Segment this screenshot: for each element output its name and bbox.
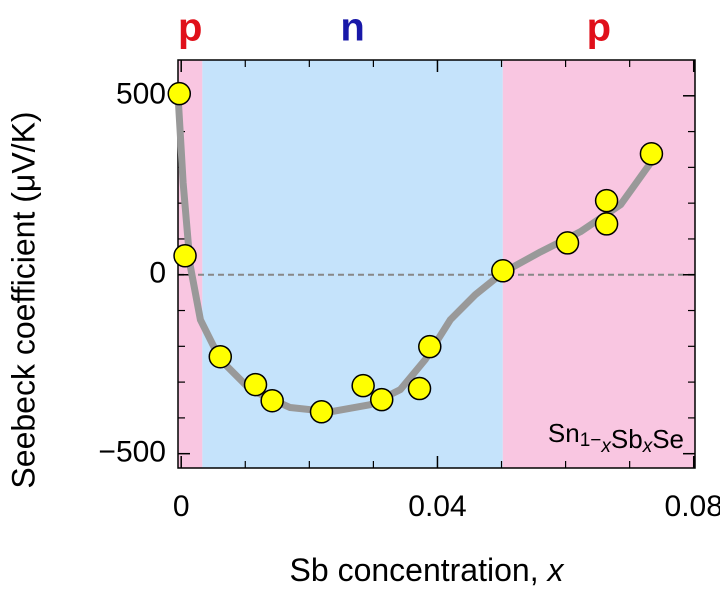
formula-part: x <box>600 436 612 457</box>
formula-part: Sb <box>611 424 643 454</box>
data-point <box>173 244 197 268</box>
data-point <box>260 388 284 413</box>
data-point <box>243 372 268 397</box>
formula-part: 1− <box>580 430 602 451</box>
y-tick-label: 500 <box>116 78 166 111</box>
data-point <box>594 188 619 213</box>
data-point <box>491 259 515 283</box>
formula-part: x <box>642 436 654 457</box>
formula: Sn1−xSbxSe <box>548 418 684 457</box>
x-tick-label: 0.04 <box>408 490 466 523</box>
data-point <box>639 142 664 166</box>
x-axis-title-part: Sb concentration, <box>290 552 548 588</box>
data-point <box>369 387 394 412</box>
region-band <box>202 60 503 468</box>
data-point <box>208 344 233 369</box>
y-tick-label: 0 <box>149 257 166 290</box>
y-tick-label: −500 <box>98 436 166 469</box>
formula-part: Se <box>652 424 684 454</box>
y-axis-title: Seebeck coefficient (μV/K) <box>5 111 41 488</box>
x-tick-label: 0.08 <box>665 490 720 523</box>
data-point <box>418 334 442 359</box>
region-label: n <box>340 6 364 50</box>
data-point <box>407 376 432 401</box>
x-axis-title-part: x <box>545 552 564 588</box>
region-band <box>502 60 695 468</box>
x-tick-label: 0 <box>173 490 190 523</box>
region-label: p <box>587 6 611 50</box>
data-point <box>167 81 192 106</box>
data-point <box>351 373 375 398</box>
data-point <box>309 400 334 424</box>
formula-part: Sn <box>548 418 580 448</box>
data-point <box>594 212 619 236</box>
region-label: p <box>178 6 202 50</box>
data-point <box>555 231 580 255</box>
x-axis-title: Sb concentration, x <box>290 552 565 588</box>
